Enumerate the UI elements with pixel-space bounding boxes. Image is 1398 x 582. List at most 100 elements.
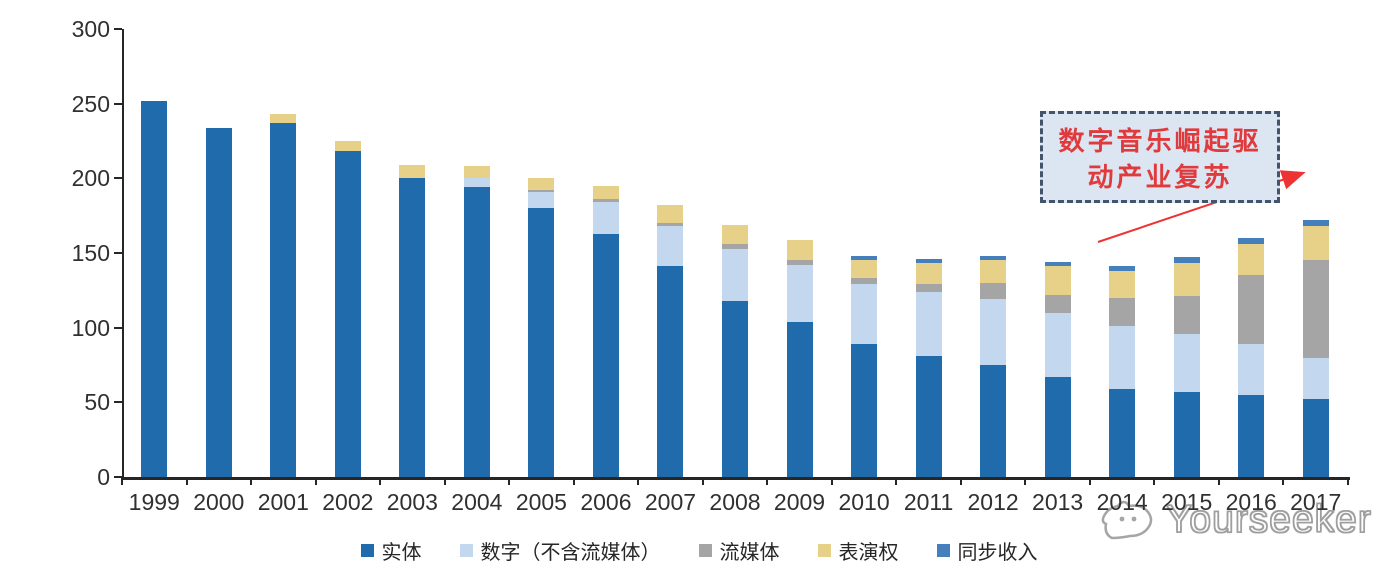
legend-item: 数字（不含流媒体）	[459, 536, 661, 565]
bar-segment	[528, 190, 555, 192]
y-axis-tick	[114, 476, 122, 478]
bar-segment	[1044, 266, 1071, 295]
x-axis-tick	[443, 477, 446, 485]
x-axis-tick	[572, 477, 575, 485]
bar-segment	[851, 284, 878, 345]
bar-segment	[1173, 263, 1200, 297]
y-axis-tick-label: 50	[84, 389, 110, 416]
bar-segment	[851, 344, 878, 477]
bar-segment	[270, 123, 297, 477]
bar-segment	[915, 291, 942, 357]
bar-segment	[786, 239, 813, 261]
yourseeker-cat-logo-icon	[1101, 500, 1153, 540]
bar-segment	[205, 127, 232, 477]
y-axis-tick-label: 100	[71, 314, 110, 341]
bar-segment	[915, 356, 942, 477]
x-axis-tick	[508, 477, 511, 485]
bar-segment	[399, 164, 426, 179]
legend-label: 表演权	[838, 540, 899, 564]
x-axis-tick-label: 1999	[128, 489, 180, 515]
bar-segment	[851, 255, 878, 261]
y-axis-tick	[114, 28, 122, 30]
bar-segment	[980, 365, 1007, 477]
plot-area	[122, 29, 1350, 480]
bar-segment	[528, 178, 555, 191]
x-axis-tick-label: 2005	[515, 489, 567, 515]
y-axis-tick	[114, 401, 122, 404]
bar-segment	[657, 266, 684, 477]
x-axis-tick-label: 2009	[773, 489, 826, 515]
x-axis-tick	[121, 477, 123, 485]
bar-segment	[1238, 344, 1265, 395]
y-axis-tick-label: 200	[71, 165, 110, 192]
y-axis-tick	[114, 177, 122, 180]
bar-segment	[1238, 244, 1265, 276]
legend-marker-icon	[360, 544, 374, 557]
bar-segment	[334, 141, 361, 152]
legend-item: 流媒体	[698, 536, 780, 565]
legend-label: 数字（不含流媒体）	[480, 540, 661, 564]
legend-marker-icon	[817, 544, 831, 557]
legend-marker-icon	[459, 544, 473, 557]
watermark-text: Yourseeker	[1165, 497, 1372, 542]
x-axis-tick-label: 2013	[1032, 489, 1084, 515]
x-axis-tick	[1282, 477, 1285, 485]
bar-segment	[851, 260, 878, 279]
bar-segment	[1302, 260, 1329, 358]
x-axis-tick-label: 2002	[322, 489, 374, 515]
x-axis-tick-label: 2008	[709, 489, 761, 515]
x-axis-tick-label: 2006	[580, 489, 632, 515]
bar-segment	[1238, 275, 1265, 345]
y-axis-tick-label: 300	[71, 16, 110, 42]
bar-segment	[1109, 266, 1136, 271]
bar-segment	[786, 264, 813, 322]
bar-segment	[915, 263, 942, 285]
annotation-box: 数字音乐崛起驱 动产业复苏	[1040, 111, 1280, 203]
bar-segment	[851, 278, 878, 285]
bar-segment	[980, 299, 1007, 365]
bar-segment	[915, 284, 942, 292]
x-axis-tick	[766, 477, 769, 485]
bar-segment	[657, 223, 684, 227]
bar-segment	[722, 248, 748, 301]
bar-segment	[722, 300, 748, 477]
bar-segment	[1302, 357, 1329, 400]
y-axis-tick-label: 0	[97, 464, 110, 490]
legend-label: 同步收入	[957, 540, 1038, 564]
y-axis-tick	[114, 102, 122, 105]
x-axis-tick-label: 2000	[193, 489, 245, 515]
x-axis-tick	[830, 477, 833, 485]
x-axis-tick-label: 2011	[903, 489, 954, 515]
legend-label: 实体	[381, 540, 422, 564]
x-axis-tick	[895, 477, 898, 485]
bar-segment	[722, 244, 748, 249]
x-axis-tick-label: 2017	[1290, 489, 1342, 515]
x-axis-tick	[314, 477, 317, 485]
chart-legend: 实体 数字（不含流媒体） 流媒体 表演权 同步收入	[0, 536, 1398, 565]
x-axis-tick-label: 2016	[1225, 489, 1277, 515]
x-axis-tick	[250, 477, 253, 485]
x-axis-tick	[1024, 477, 1027, 485]
bar-segment	[980, 255, 1007, 261]
bar-segment	[592, 202, 619, 234]
x-axis-tick-label: 2007	[644, 489, 697, 515]
bar-segment	[1302, 399, 1329, 477]
x-axis-tick	[1217, 477, 1220, 485]
x-axis-tick-label: 2004	[451, 489, 503, 515]
legend-marker-icon	[936, 544, 950, 557]
bar-segment	[1302, 220, 1329, 227]
bar-segment	[786, 260, 813, 265]
legend-item: 表演权	[817, 536, 899, 565]
y-axis-tick-label: 150	[71, 240, 110, 266]
bar-segment	[915, 258, 942, 264]
bar-segment	[1173, 391, 1200, 477]
bar-segment	[1173, 296, 1200, 334]
x-axis-tick	[379, 477, 382, 485]
bar-segment	[592, 233, 619, 477]
bar-segment	[1109, 326, 1136, 389]
annotation-text-line1: 数字音乐崛起驱	[1058, 127, 1262, 157]
bar-segment	[722, 224, 748, 245]
bar-segment	[463, 166, 490, 179]
bar-segment	[463, 187, 490, 477]
x-axis-tick	[1347, 477, 1349, 485]
